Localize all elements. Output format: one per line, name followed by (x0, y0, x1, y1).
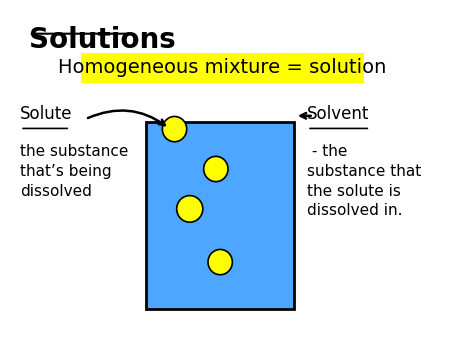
FancyBboxPatch shape (81, 53, 364, 82)
Ellipse shape (204, 156, 228, 182)
Text: Homogeneous mixture = solution: Homogeneous mixture = solution (58, 58, 387, 77)
Bar (146, 122, 294, 309)
Text: Solute: Solute (20, 105, 72, 123)
Ellipse shape (208, 249, 232, 275)
Text: the substance
that’s being
dissolved: the substance that’s being dissolved (20, 144, 129, 199)
Text: Solutions: Solutions (29, 26, 176, 54)
Ellipse shape (162, 117, 187, 142)
Ellipse shape (177, 196, 203, 222)
Text: - the
substance that
the solute is
dissolved in.: - the substance that the solute is disso… (307, 144, 421, 218)
Text: Solvent: Solvent (307, 105, 369, 123)
